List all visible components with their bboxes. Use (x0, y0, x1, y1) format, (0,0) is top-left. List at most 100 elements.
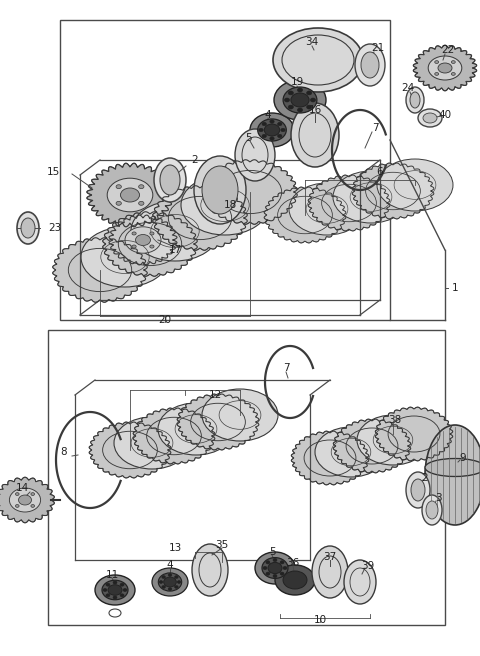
Ellipse shape (158, 573, 182, 591)
Ellipse shape (106, 583, 110, 586)
Ellipse shape (19, 495, 32, 505)
Polygon shape (89, 422, 171, 478)
Ellipse shape (307, 91, 312, 95)
Ellipse shape (422, 495, 442, 525)
Ellipse shape (275, 565, 315, 595)
Ellipse shape (154, 158, 186, 202)
Polygon shape (0, 477, 54, 523)
Ellipse shape (283, 566, 287, 569)
Ellipse shape (418, 109, 442, 127)
Text: 12: 12 (208, 390, 222, 400)
Ellipse shape (377, 159, 453, 211)
Ellipse shape (315, 427, 387, 477)
Ellipse shape (406, 472, 430, 508)
Ellipse shape (291, 103, 339, 167)
Ellipse shape (123, 588, 127, 592)
Ellipse shape (162, 586, 166, 588)
Ellipse shape (284, 98, 289, 102)
Ellipse shape (355, 44, 385, 86)
Polygon shape (352, 163, 434, 219)
Ellipse shape (425, 425, 480, 525)
Ellipse shape (262, 134, 266, 138)
Ellipse shape (202, 166, 238, 214)
Polygon shape (153, 186, 247, 250)
Text: 8: 8 (60, 447, 67, 457)
Ellipse shape (357, 415, 429, 465)
Text: 7: 7 (372, 123, 378, 133)
Polygon shape (103, 212, 197, 276)
Text: 34: 34 (305, 37, 319, 47)
Ellipse shape (289, 183, 365, 235)
Polygon shape (291, 431, 369, 485)
Ellipse shape (10, 488, 41, 512)
Ellipse shape (426, 501, 438, 519)
Polygon shape (308, 175, 390, 231)
Ellipse shape (120, 583, 124, 586)
Bar (60, 20, 390, 320)
Ellipse shape (268, 562, 282, 573)
Polygon shape (109, 215, 177, 265)
Ellipse shape (312, 546, 348, 598)
Ellipse shape (410, 92, 420, 108)
Ellipse shape (113, 596, 117, 599)
Ellipse shape (139, 185, 144, 189)
Ellipse shape (264, 124, 280, 136)
Ellipse shape (116, 185, 121, 189)
Ellipse shape (95, 575, 135, 605)
Ellipse shape (280, 572, 284, 575)
Polygon shape (413, 45, 477, 91)
Text: 20: 20 (158, 315, 171, 325)
Text: 2: 2 (422, 473, 428, 483)
Ellipse shape (255, 552, 295, 584)
Ellipse shape (116, 201, 121, 205)
Ellipse shape (259, 129, 263, 132)
Ellipse shape (164, 577, 176, 587)
Ellipse shape (451, 60, 455, 64)
Ellipse shape (270, 120, 274, 123)
Ellipse shape (428, 56, 462, 80)
Ellipse shape (274, 80, 326, 120)
Ellipse shape (131, 201, 219, 261)
Polygon shape (87, 163, 173, 227)
Ellipse shape (125, 227, 161, 253)
Ellipse shape (31, 504, 35, 507)
Ellipse shape (177, 581, 181, 583)
Text: 11: 11 (106, 570, 119, 580)
Ellipse shape (291, 93, 309, 107)
Text: 14: 14 (15, 483, 29, 493)
Ellipse shape (262, 122, 266, 126)
Ellipse shape (159, 581, 163, 583)
Polygon shape (264, 187, 346, 243)
Text: 39: 39 (361, 561, 374, 571)
Ellipse shape (107, 178, 153, 212)
Ellipse shape (273, 575, 277, 577)
Text: 23: 23 (48, 223, 61, 233)
Ellipse shape (108, 584, 122, 595)
Ellipse shape (17, 212, 39, 244)
Text: 22: 22 (442, 45, 455, 55)
Ellipse shape (333, 171, 409, 223)
Ellipse shape (181, 175, 269, 235)
Bar (48, 330, 445, 625)
Ellipse shape (266, 572, 270, 575)
Ellipse shape (175, 586, 178, 588)
Text: 35: 35 (216, 540, 228, 550)
Ellipse shape (31, 493, 35, 495)
Ellipse shape (132, 232, 136, 235)
Ellipse shape (262, 558, 288, 579)
Ellipse shape (202, 389, 278, 441)
Text: 37: 37 (324, 552, 336, 562)
Ellipse shape (451, 73, 455, 75)
Ellipse shape (15, 493, 19, 495)
Polygon shape (375, 407, 453, 461)
Ellipse shape (277, 122, 282, 126)
Ellipse shape (132, 245, 136, 248)
Ellipse shape (435, 73, 439, 75)
Ellipse shape (288, 91, 293, 95)
Text: 10: 10 (313, 615, 326, 625)
Ellipse shape (139, 201, 144, 205)
Ellipse shape (81, 227, 169, 287)
Text: 16: 16 (308, 105, 322, 115)
Ellipse shape (283, 571, 307, 589)
Ellipse shape (106, 594, 110, 597)
